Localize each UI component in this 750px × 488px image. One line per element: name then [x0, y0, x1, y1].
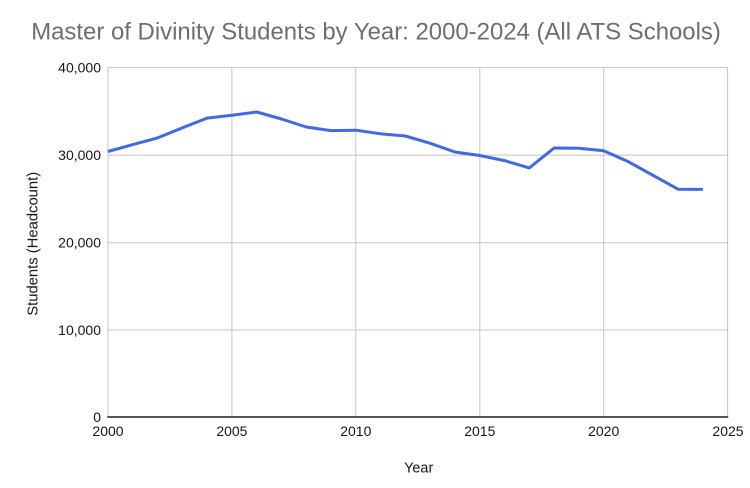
svg-text:40,000: 40,000: [58, 60, 101, 76]
svg-text:Students (Headcount): Students (Headcount): [26, 172, 42, 316]
svg-text:0: 0: [93, 409, 101, 425]
svg-text:20,000: 20,000: [58, 235, 101, 251]
svg-text:Master of Divinity Students by: Master of Divinity Students by Year: 200…: [31, 18, 721, 45]
svg-text:2015: 2015: [464, 423, 495, 439]
svg-text:2005: 2005: [216, 423, 247, 439]
svg-text:2000: 2000: [92, 423, 123, 439]
svg-text:Year: Year: [404, 461, 433, 477]
svg-text:2010: 2010: [340, 423, 371, 439]
svg-text:2025: 2025: [712, 423, 743, 439]
svg-text:2020: 2020: [588, 423, 619, 439]
svg-text:30,000: 30,000: [58, 147, 101, 163]
svg-text:10,000: 10,000: [58, 322, 101, 338]
